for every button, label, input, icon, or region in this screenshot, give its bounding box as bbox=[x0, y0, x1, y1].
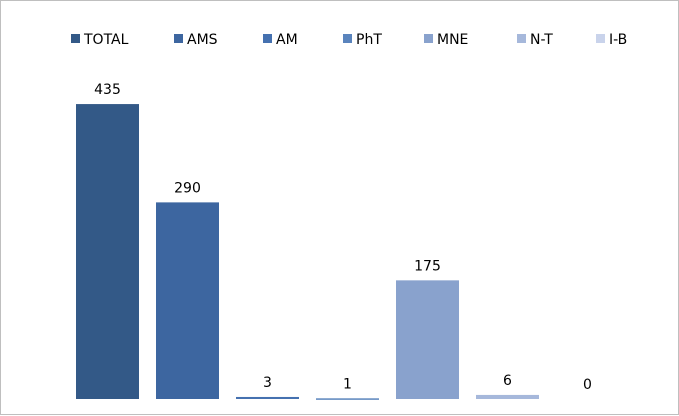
bar-mne bbox=[396, 280, 459, 399]
bar-ams bbox=[156, 202, 219, 399]
data-label-am: 3 bbox=[263, 375, 272, 391]
data-label-n-t: 6 bbox=[503, 373, 512, 389]
bar-total bbox=[76, 104, 139, 399]
legend-label-pht: PhT bbox=[356, 32, 382, 48]
bars bbox=[76, 104, 539, 400]
legend-swatch-i-b bbox=[596, 34, 605, 43]
legend-swatch-am bbox=[263, 34, 272, 43]
legend: TOTAL AMS AM PhT MNE N-T I-B bbox=[71, 32, 627, 48]
legend-label-mne: MNE bbox=[437, 32, 468, 48]
legend-swatch-n-t bbox=[517, 34, 526, 43]
legend-label-n-t: N-T bbox=[530, 32, 553, 48]
legend-swatch-mne bbox=[424, 34, 433, 43]
data-label-ams: 290 bbox=[174, 180, 201, 196]
legend-swatch-total bbox=[71, 34, 80, 43]
legend-label-am: AM bbox=[276, 32, 298, 48]
data-label-i-b: 0 bbox=[583, 377, 592, 393]
legend-label-total: TOTAL bbox=[83, 32, 129, 48]
legend-swatch-pht bbox=[343, 34, 352, 43]
legend-label-ams: AMS bbox=[187, 32, 218, 48]
data-labels: 435 290 3 1 175 6 0 bbox=[94, 82, 592, 393]
bar-pht bbox=[316, 398, 379, 400]
legend-swatch-ams bbox=[174, 34, 183, 43]
legend-label-i-b: I-B bbox=[609, 32, 627, 48]
data-label-total: 435 bbox=[94, 82, 121, 98]
bar-am bbox=[236, 396, 299, 399]
data-label-mne: 175 bbox=[414, 258, 441, 274]
data-label-pht: 1 bbox=[343, 376, 352, 392]
bar-n-t bbox=[476, 394, 539, 399]
